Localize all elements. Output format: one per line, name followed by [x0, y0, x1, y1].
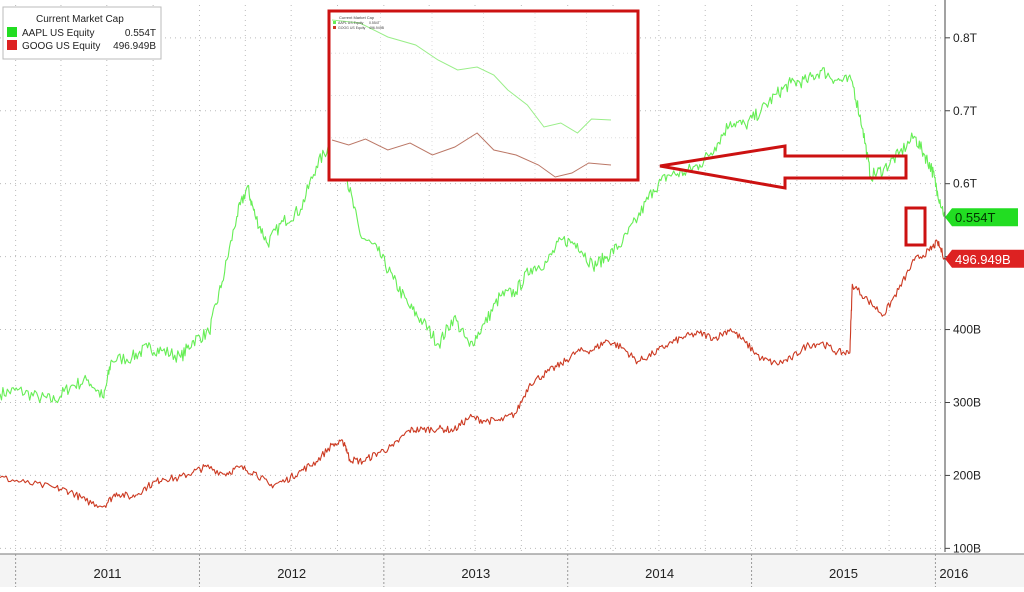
last-value-label-1: 496.949B — [955, 252, 1011, 267]
inset-legend-name-1: GOOG US Equity — [338, 26, 366, 30]
inset-title: Current Market Cap — [339, 15, 375, 20]
legend-swatch-1 — [7, 40, 17, 50]
chart-title: Current Market Cap — [36, 14, 124, 25]
legend-swatch-0 — [7, 27, 17, 37]
series-layer — [0, 67, 946, 508]
x-tick-label-2013: 2013 — [461, 566, 490, 581]
y-tick-label-7: 100B — [953, 541, 981, 555]
series-line-goog — [0, 239, 946, 508]
inset-line-goog — [331, 132, 612, 178]
legend-name-1: GOOG US Equity — [22, 41, 100, 52]
x-tick-label-2012: 2012 — [277, 566, 306, 581]
last-value-label-0: 0.554T — [955, 210, 996, 225]
y-tick-label-2: 0.6T — [953, 177, 978, 191]
legend-value-1: 496.949B — [113, 41, 156, 52]
y-tick-label-0: 0.8T — [953, 31, 978, 45]
legend-name-0: AAPL US Equity — [22, 28, 94, 39]
x-axis-band — [0, 554, 1024, 587]
inset-legend-value-0: 0.554T — [369, 21, 381, 25]
inset-legend-name-0: AAPL US Equity — [338, 21, 364, 25]
y-tick-label-1: 0.7T — [953, 104, 978, 118]
x-tick-label-2014: 2014 — [645, 566, 674, 581]
annotation-arrow — [659, 144, 908, 190]
y-tick-label-5: 300B — [953, 395, 981, 409]
inset-line-aapl — [331, 19, 612, 134]
inset-legend-swatch-1 — [333, 26, 336, 29]
legend-layer: Current Market Cap AAPL US Equity 0.554T GO… — [2, 6, 162, 60]
last-value-badge-1 — [945, 249, 1024, 268]
y-tick-label-6: 200B — [953, 468, 981, 482]
crossover-highlight-box — [904, 206, 927, 247]
x-tick-label-2016: 2016 — [939, 566, 968, 581]
series-line-aapl — [0, 67, 946, 404]
grid-layer — [0, 5, 945, 552]
badge-layer: 0.554T 496.949B — [945, 208, 1024, 268]
inset-legend-swatch-0 — [333, 21, 336, 24]
inset-legend-value-1: 496.949B — [369, 26, 385, 30]
x-tick-label-2011: 2011 — [94, 566, 122, 581]
y-tick-label-4: 400B — [953, 323, 981, 337]
legend-box — [2, 6, 162, 60]
legend-value-0: 0.554T — [125, 28, 156, 39]
last-value-badge-0 — [945, 208, 1018, 227]
x-tick-label-2015: 2015 — [829, 566, 858, 581]
